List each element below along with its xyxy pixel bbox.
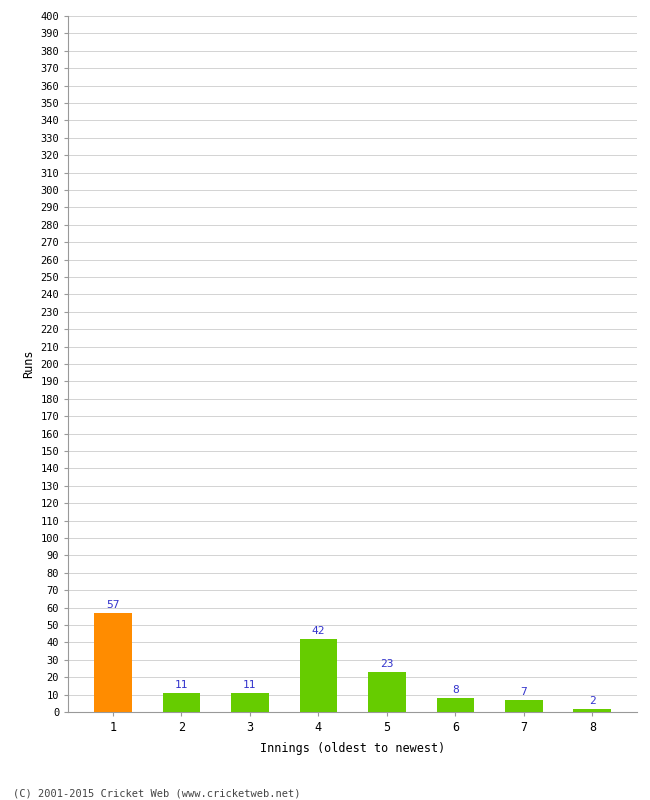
Bar (573, 709, 611, 712)
Text: 11: 11 (243, 680, 257, 690)
X-axis label: Innings (oldest to newest): Innings (oldest to newest) (260, 742, 445, 755)
Bar (437, 698, 474, 712)
Text: 8: 8 (452, 686, 459, 695)
Text: 11: 11 (175, 680, 188, 690)
Y-axis label: Runs: Runs (22, 350, 35, 378)
Bar (94, 613, 132, 712)
Bar (368, 672, 406, 712)
Text: 42: 42 (311, 626, 325, 636)
Text: (C) 2001-2015 Cricket Web (www.cricketweb.net): (C) 2001-2015 Cricket Web (www.cricketwe… (13, 788, 300, 798)
Text: 23: 23 (380, 659, 394, 670)
Text: 2: 2 (589, 696, 595, 706)
Bar (300, 639, 337, 712)
Text: 57: 57 (106, 600, 120, 610)
Bar (505, 700, 543, 712)
Text: 7: 7 (521, 687, 527, 698)
Bar (231, 693, 268, 712)
Bar (162, 693, 200, 712)
